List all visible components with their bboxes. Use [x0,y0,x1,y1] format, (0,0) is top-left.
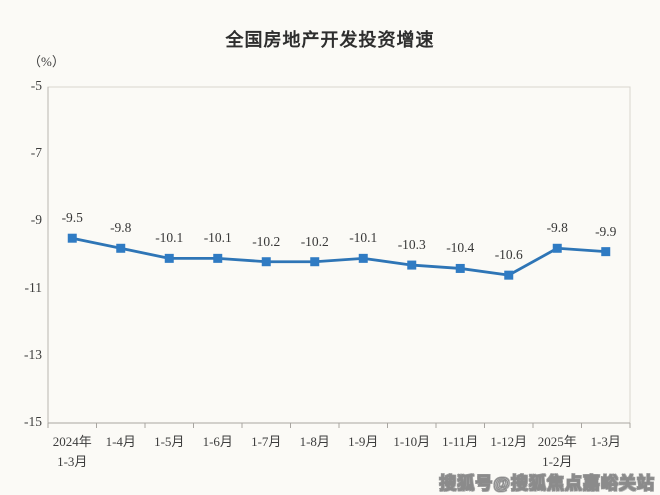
x-tick-label-line: 1-9月 [348,434,379,449]
data-point-label: -10.1 [155,230,184,246]
data-point-marker [67,233,77,243]
x-tick-label-line: 2025年 [537,434,577,449]
x-tick-label: 1-10月 [370,432,454,452]
y-tick-label: -15 [24,414,42,429]
x-tick-label-line: 1-7月 [251,434,282,449]
x-tick-label: 1-3月 [564,432,648,452]
data-point-marker [552,243,562,253]
data-point-label: -10.1 [203,230,232,246]
y-tick-label: -13 [24,346,42,362]
data-point-label: -9.8 [546,220,568,236]
data-point-label: -10.1 [349,230,378,246]
x-tick-label-line: 1-10月 [393,434,431,449]
x-tick-label: 1-11月 [418,432,502,452]
investment-growth-line [70,236,608,277]
x-tick-label: 1-12月 [467,432,551,452]
x-tick-label-line: 1-8月 [299,434,330,449]
data-point-marker [164,253,174,263]
data-point-label: -10.4 [446,240,475,256]
x-tick-label-line: 1-3月 [590,434,621,449]
x-tick-label: 2024年 1-3月 [30,432,114,472]
x-tick-label: 1-6月 [176,432,260,452]
data-point-label: -9.9 [595,223,617,239]
y-tick-label: -7 [30,145,42,161]
x-tick-label-line: 1-11月 [442,434,479,449]
x-tick-label-line: 1-4月 [105,434,136,449]
data-point-label: -9.5 [61,210,83,226]
y-tick-label: -5 [30,78,42,93]
data-point-marker [504,270,514,280]
x-tick-label-line: 1-5月 [154,434,185,449]
data-point-marker [601,247,611,257]
x-tick-label: 1-7月 [224,432,308,452]
y-tick-label: -11 [24,279,43,295]
x-tick-label: 1-9月 [321,432,405,452]
data-point-marker [358,253,368,263]
x-tick-label-line: 1-12月 [490,434,528,449]
data-point-marker [261,257,271,267]
x-tick-label-line: 1-3月 [57,454,88,469]
x-tick-label: 1-8月 [273,432,357,452]
data-point-label: -10.2 [252,233,281,249]
x-tick-label-line: 2024年 [52,434,92,449]
data-point-marker [116,243,126,253]
x-tick-label: 1-4月 [79,432,163,452]
data-point-marker [213,253,223,263]
x-tick-label-line: 1-6月 [202,434,233,449]
x-tick-label: 2025年 1-2月 [515,432,599,472]
data-point-marker [455,263,465,273]
data-point-marker [407,260,417,270]
data-point-label: -10.2 [300,233,329,249]
x-tick-label: 1-5月 [127,432,211,452]
data-point-label: -9.8 [110,220,132,236]
data-point-marker [310,257,320,267]
chart-title: 全国房地产开发投资增速 [225,30,435,50]
x-tick-label-line: 1-2月 [542,454,573,469]
data-point-label: -10.6 [494,247,523,263]
y-tick-label: -9 [30,212,42,228]
data-point-label: -10.3 [397,237,426,253]
y-axis-unit-label: （%） [28,54,65,69]
watermark: 搜狐号@搜狐焦点嘉峪关站 [439,474,655,494]
